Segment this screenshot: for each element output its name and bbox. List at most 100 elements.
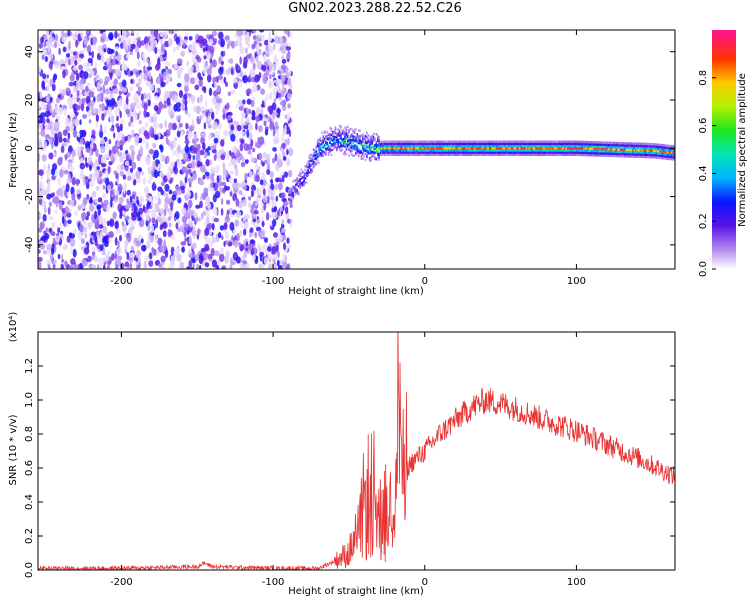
spectrogram-signal-mark xyxy=(564,151,566,154)
spectrogram-noise-mark xyxy=(94,198,98,204)
spectrogram-noise-mark xyxy=(54,41,57,49)
spectrogram-signal-mark xyxy=(637,146,640,150)
spectrogram-noise-mark xyxy=(256,49,261,56)
spectrogram-signal-mark xyxy=(579,149,581,152)
spectrogram-noise-mark xyxy=(227,91,232,97)
spectrogram-signal-mark xyxy=(498,144,501,148)
spectrogram-noise-mark xyxy=(213,137,219,144)
spectrogram-noise-mark xyxy=(124,136,129,142)
spectrogram-noise-mark xyxy=(211,111,215,120)
spectrogram-signal-mark xyxy=(372,145,375,149)
spectrogram-noise-mark xyxy=(150,224,155,234)
spectrogram-signal-mark xyxy=(441,153,443,156)
spectrogram-signal-mark xyxy=(524,151,526,154)
spectrogram-noise-mark xyxy=(187,99,191,104)
spectrogram-signal-mark xyxy=(337,128,339,131)
spectrogram-noise-mark xyxy=(138,111,142,115)
spectrogram-noise-mark xyxy=(214,190,221,199)
spectrogram-signal-mark xyxy=(438,153,440,156)
spectrogram-signal-mark xyxy=(606,143,608,147)
spectrogram-noise-mark xyxy=(158,73,162,78)
spectrogram-signal-mark xyxy=(558,151,561,154)
spectrogram-signal-mark xyxy=(416,153,419,156)
spectrogram-noise-mark xyxy=(195,66,200,72)
spectrogram-signal-mark xyxy=(596,141,599,144)
spectrogram-signal-mark xyxy=(420,140,423,143)
spectrogram-signal-mark xyxy=(430,149,432,152)
spectrogram-signal-mark xyxy=(420,151,423,154)
spectrogram-signal-mark xyxy=(529,147,532,150)
spectrogram-signal-mark xyxy=(542,151,544,154)
spectrogram-signal-mark xyxy=(360,143,363,147)
spectrogram-noise-mark xyxy=(140,93,144,102)
spectrogram-signal-mark xyxy=(349,145,352,148)
spectrogram-signal-mark xyxy=(417,140,420,143)
spectrogram-noise-mark xyxy=(180,50,185,57)
spectrogram-signal-mark xyxy=(322,150,324,153)
spectrogram-signal-mark xyxy=(525,149,528,152)
spectrogram-noise-mark xyxy=(116,126,121,133)
spectrogram-signal-mark xyxy=(641,155,644,159)
spectrogram-signal-mark xyxy=(658,152,660,155)
spectrogram-signal-mark xyxy=(517,144,520,148)
spectrogram-noise-mark xyxy=(289,30,293,39)
spectrogram-signal-mark xyxy=(483,153,485,156)
spectrogram-signal-mark xyxy=(473,142,476,146)
spectrogram-signal-mark xyxy=(480,142,483,146)
spectrogram-signal-mark xyxy=(318,142,320,145)
spectrogram-signal-mark xyxy=(658,150,660,153)
spectrogram-signal-mark xyxy=(655,156,657,159)
colorbar-label: Normalized spectral amplitude xyxy=(737,73,748,227)
spectrogram-noise-mark xyxy=(102,193,106,200)
spectrogram-noise-mark xyxy=(202,38,208,47)
spectrogram-signal-mark xyxy=(615,154,618,158)
spectrogram-signal-mark xyxy=(353,146,356,149)
spectrogram-signal-mark xyxy=(524,144,526,148)
spectrogram-signal-mark xyxy=(360,157,363,160)
spectrogram-noise-mark xyxy=(229,187,232,193)
spectrogram-signal-mark xyxy=(458,144,461,148)
spectrogram-noise-mark xyxy=(146,240,151,249)
spectrogram-noise-mark xyxy=(252,30,256,34)
spectrogram-signal-mark xyxy=(495,142,498,146)
spectrogram-signal-mark xyxy=(669,144,671,148)
spectrogram-signal-mark xyxy=(510,149,513,152)
spectrogram-signal-mark xyxy=(426,147,428,150)
spectrogram-noise-mark xyxy=(66,177,71,185)
spectrogram-signal-mark xyxy=(338,124,341,128)
spectrogram-signal-mark xyxy=(377,152,379,155)
spectrogram-signal-mark xyxy=(665,155,667,158)
spectrogram-signal-mark xyxy=(665,157,667,160)
spectrogram-signal-mark xyxy=(628,153,630,156)
spectrogram-signal-mark xyxy=(604,143,607,147)
spectrogram-signal-mark xyxy=(401,142,404,146)
spectrogram-signal-mark xyxy=(604,148,607,151)
spectrogram-signal-mark xyxy=(554,142,556,146)
spectrogram-signal-mark xyxy=(442,149,445,152)
spectrogram-signal-mark xyxy=(435,151,438,154)
spectrogram-signal-mark xyxy=(546,144,548,148)
spectrogram-signal-mark xyxy=(554,144,556,148)
spectrogram-signal-mark xyxy=(386,151,389,154)
spectrogram-noise-mark xyxy=(81,97,87,103)
spectrogram-signal-mark xyxy=(475,142,477,146)
spectrogram-noise-mark xyxy=(235,198,240,207)
spectrogram-signal-mark xyxy=(494,149,496,152)
spectrogram-signal-mark xyxy=(633,151,636,154)
spectrogram-noise-mark xyxy=(207,253,213,260)
spectrogram-signal-mark xyxy=(377,134,379,138)
spectrogram-noise-mark xyxy=(62,46,67,53)
spectrogram-noise-mark xyxy=(156,77,162,84)
spectrogram-signal-mark xyxy=(542,142,544,146)
spectrogram-noise-mark xyxy=(160,255,166,263)
spectrogram-signal-mark xyxy=(315,154,318,157)
spectrogram-signal-mark xyxy=(295,191,297,194)
spectrogram-signal-mark xyxy=(512,153,514,156)
spectrogram-noise-mark xyxy=(163,131,168,137)
spectrogram-signal-mark xyxy=(293,185,296,189)
spectrogram-signal-mark xyxy=(647,155,649,159)
spectrogram-noise-mark xyxy=(153,169,159,179)
spectrogram-signal-mark xyxy=(390,153,393,156)
spectrogram-signal-mark xyxy=(359,142,361,145)
spectrogram-signal-mark xyxy=(422,151,424,154)
